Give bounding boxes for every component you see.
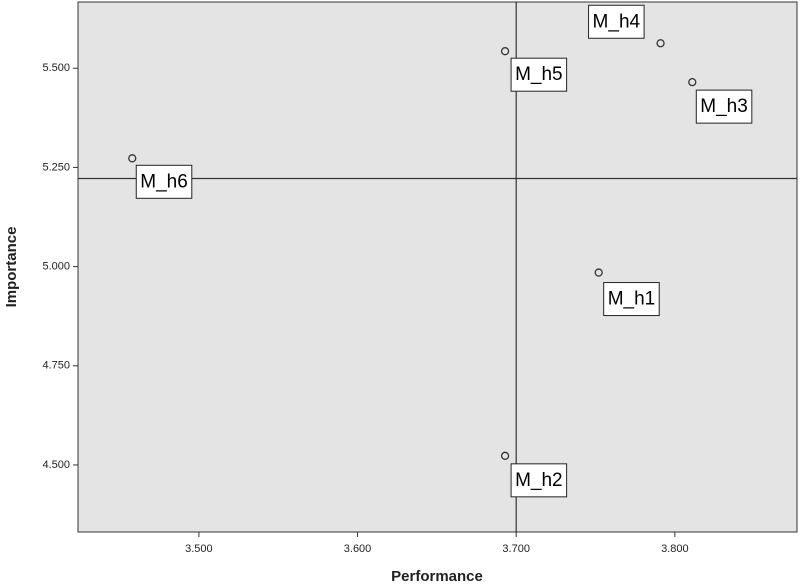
x-tick-label: 3.700 — [502, 543, 530, 555]
point — [594, 268, 603, 277]
x-axis-title: Performance — [391, 568, 483, 585]
point — [656, 39, 665, 48]
point — [500, 451, 510, 460]
point-label-box — [588, 4, 645, 39]
point-label: M_h5 — [515, 64, 563, 85]
point-label: M_h1 — [608, 289, 656, 310]
y-tick-label: 4.750 — [42, 360, 70, 372]
y-tick-label: 5.500 — [42, 62, 70, 74]
point-label-box — [695, 89, 753, 124]
y-axis-title: Importance — [3, 227, 20, 308]
point-label-box — [603, 282, 660, 317]
point-label-box — [510, 463, 568, 498]
point-label-box — [135, 164, 193, 199]
point — [500, 47, 510, 56]
x-tick-label: 3.500 — [185, 543, 213, 555]
x-tick-label: 3.600 — [344, 543, 372, 555]
y-tick-label: 5.000 — [42, 261, 70, 273]
point-label: M_h2 — [515, 470, 563, 491]
point-label-box — [510, 57, 568, 92]
point — [688, 77, 697, 87]
point-label: M_h4 — [593, 11, 641, 32]
y-tick-label: 4.500 — [42, 459, 70, 471]
point-label: M_h3 — [700, 96, 748, 117]
plot-area — [77, 1, 798, 533]
point-label: M_h6 — [140, 171, 188, 192]
y-tick-label: 5.250 — [42, 161, 70, 173]
x-tick-label: 3.800 — [661, 543, 689, 555]
point — [128, 154, 137, 163]
